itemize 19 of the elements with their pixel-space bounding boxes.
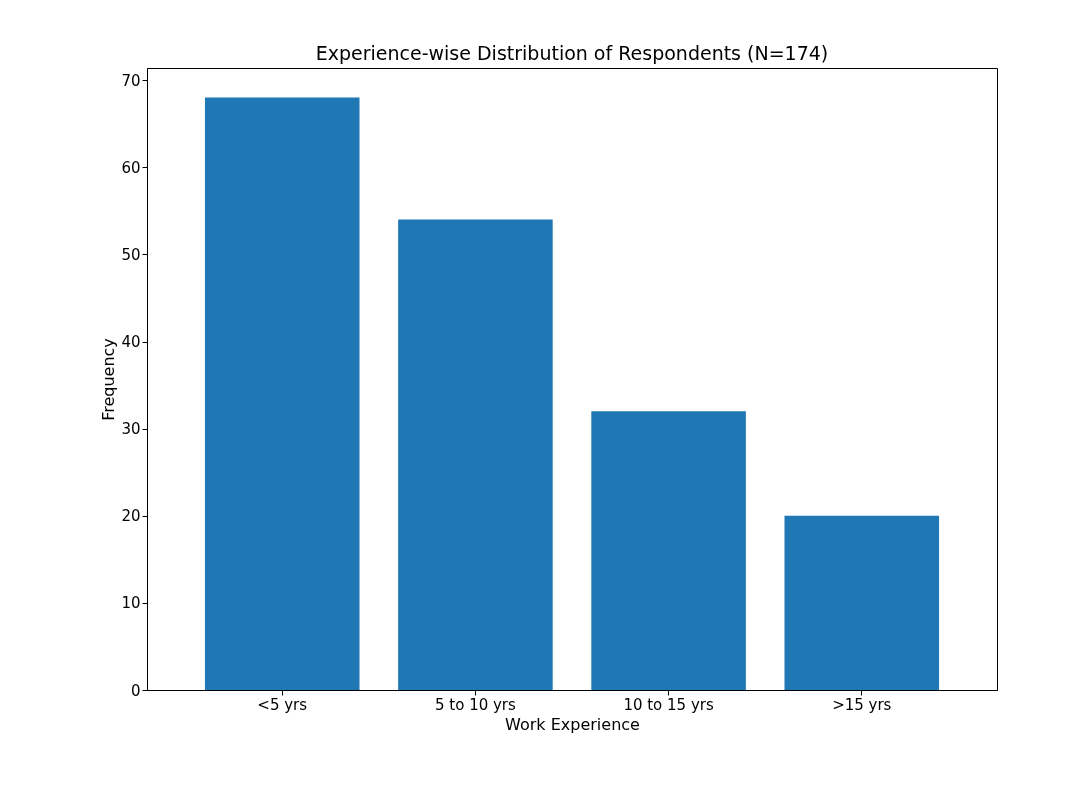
- bar: [398, 219, 553, 690]
- bar: [591, 411, 746, 690]
- y-tick-label: 60: [121, 158, 141, 177]
- y-axis-title: Frequency: [99, 338, 119, 421]
- x-tick-label: 5 to 10 yrs: [434, 695, 517, 714]
- x-tick-label: >15 yrs: [832, 695, 892, 714]
- y-tick-label: 70: [121, 71, 141, 90]
- y-tick-label: 50: [121, 245, 141, 264]
- bar: [204, 97, 360, 690]
- bar: [784, 515, 940, 690]
- x-axis-title: Work Experience: [505, 714, 640, 734]
- x-tick-label: 10 to 15 yrs: [623, 695, 714, 714]
- y-tick-label: 20: [121, 507, 141, 526]
- chart-title: Experience-wise Distribution of Respondents (N=174): [315, 42, 829, 64]
- y-tick-label: 10: [121, 594, 141, 613]
- y-tick-label: 40: [121, 333, 141, 352]
- y-tick-label: 0: [130, 681, 141, 700]
- y-tick-label: 30: [121, 420, 141, 439]
- x-tick-label: <5 yrs: [257, 695, 308, 714]
